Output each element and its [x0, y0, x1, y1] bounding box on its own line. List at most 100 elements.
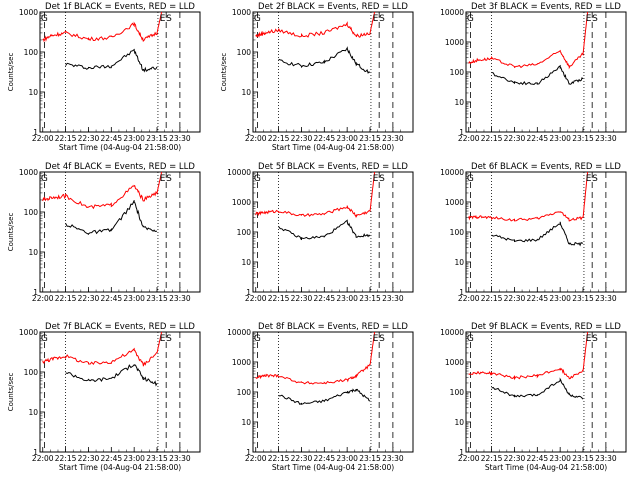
- x-axis-label: Start Time (04-Aug-04 21:58:00): [272, 463, 394, 472]
- y-tick-label: 1: [459, 128, 464, 137]
- x-tick-label: 23:15: [359, 454, 381, 463]
- y-tick-label: 1: [246, 288, 251, 297]
- plot-frame: [39, 171, 201, 293]
- y-tick-label: 10000: [440, 328, 464, 337]
- annotation-label: E: [586, 334, 592, 344]
- x-tick-label: 22:15: [268, 134, 290, 143]
- annotation-label: G: [254, 174, 261, 184]
- x-tick-label: 22:45: [527, 134, 549, 143]
- x-axis-label: Start Time (04-Aug-04 21:58:00): [485, 463, 607, 472]
- lld-series-line: [468, 11, 589, 70]
- y-tick-label: 1000: [232, 198, 251, 207]
- y-tick-label: 100: [450, 388, 465, 397]
- y-tick-label: 100: [24, 208, 39, 217]
- x-tick-label: 22:30: [504, 454, 526, 463]
- lld-series-line: [468, 171, 589, 222]
- lld-series-line: [42, 331, 163, 367]
- chart-title: Det 8f BLACK = Events, RED = LLD: [258, 322, 408, 332]
- chart-panel: Det 9f BLACK = Events, RED = LLD 1 10 100 10…: [440, 322, 627, 472]
- x-tick-label: 23:00: [549, 134, 571, 143]
- annotation-label: S: [592, 334, 598, 344]
- x-tick-label: 22:15: [268, 294, 290, 303]
- x-tick-label: 22:00: [32, 454, 54, 463]
- chart-title: Det 7f BLACK = Events, RED = LLD: [45, 322, 195, 332]
- annotation-label: S: [592, 14, 598, 24]
- x-tick-label: 22:00: [245, 134, 267, 143]
- chart-title: Det 2f BLACK = Events, RED = LLD: [258, 2, 408, 12]
- events-series-line: [278, 388, 371, 405]
- x-tick-label: 23:30: [595, 454, 617, 463]
- y-tick-label: 100: [24, 48, 39, 57]
- events-series-line: [491, 377, 584, 400]
- y-axis-label: Counts/sec: [7, 373, 15, 412]
- x-tick-label: 23:00: [549, 454, 571, 463]
- x-tick-label: 22:30: [291, 454, 313, 463]
- annotation-label: S: [379, 174, 385, 184]
- x-axis-label: Start Time (04-Aug-04 21:58:00): [272, 143, 394, 152]
- y-tick-label: 10: [454, 258, 464, 267]
- y-tick-label: 1000: [232, 8, 251, 17]
- y-tick-label: 100: [237, 388, 252, 397]
- plot-frame: [39, 11, 201, 133]
- y-axis-label: Counts/sec: [7, 213, 15, 252]
- y-tick-label: 10: [241, 418, 251, 427]
- x-tick-label: 22:15: [481, 294, 503, 303]
- y-tick-label: 10: [454, 98, 464, 107]
- x-tick-label: 23:00: [123, 294, 145, 303]
- lld-series-line: [255, 171, 376, 219]
- x-tick-label: 22:15: [55, 294, 77, 303]
- annotation-label: G: [254, 334, 261, 344]
- lld-series-line: [255, 331, 376, 385]
- x-axis-label: Start Time (04-Aug-04 21:58:00): [59, 143, 181, 152]
- plot-frame: [39, 331, 201, 453]
- x-tick-label: 23:15: [572, 454, 594, 463]
- annotation-label: S: [379, 14, 385, 24]
- x-tick-label: 22:45: [101, 134, 123, 143]
- y-tick-label: 10: [241, 88, 251, 97]
- events-series-line: [491, 64, 584, 86]
- x-tick-label: 23:00: [336, 294, 358, 303]
- x-tick-label: 22:45: [527, 454, 549, 463]
- y-tick-label: 1000: [445, 358, 464, 367]
- x-tick-label: 23:30: [382, 454, 404, 463]
- y-tick-label: 1000: [19, 168, 38, 177]
- y-tick-label: 1: [33, 288, 38, 297]
- annotation-label: E: [160, 174, 166, 184]
- chart-panel: Det 2f BLACK = Events, RED = LLD 1 10 100 10…: [220, 2, 414, 152]
- y-tick-label: 10000: [440, 168, 464, 177]
- annotation-label: G: [467, 334, 474, 344]
- annotation-label: S: [379, 334, 385, 344]
- x-tick-label: 23:15: [359, 134, 381, 143]
- annotation-label: G: [254, 14, 261, 24]
- y-tick-label: 10000: [227, 168, 251, 177]
- annotation-label: E: [160, 14, 166, 24]
- annotation-label: G: [467, 174, 474, 184]
- y-tick-label: 10000: [227, 328, 251, 337]
- x-tick-label: 22:30: [78, 454, 100, 463]
- y-axis-label: Counts/sec: [7, 53, 15, 92]
- y-tick-label: 100: [450, 68, 465, 77]
- chart-title: Det 4f BLACK = Events, RED = LLD: [45, 162, 195, 172]
- x-tick-label: 23:00: [123, 454, 145, 463]
- plot-frame: [252, 331, 414, 453]
- x-tick-label: 23:30: [382, 134, 404, 143]
- chart-panel: Det 3f BLACK = Events, RED = LLD 1 10 100 10…: [440, 2, 627, 143]
- y-tick-label: 10: [241, 258, 251, 267]
- x-tick-label: 22:45: [527, 294, 549, 303]
- chart-panel: Det 6f BLACK = Events, RED = LLD 1 10 100 10…: [440, 162, 627, 303]
- events-series-line: [278, 46, 371, 74]
- chart-panel: Det 5f BLACK = Events, RED = LLD 1 10 100 10…: [227, 162, 414, 303]
- x-tick-label: 23:30: [169, 454, 191, 463]
- chart-panel: Det 4f BLACK = Events, RED = LLD 1 10 100 10…: [7, 162, 201, 303]
- x-tick-label: 22:15: [268, 454, 290, 463]
- annotation-label: E: [586, 14, 592, 24]
- x-tick-label: 23:30: [169, 134, 191, 143]
- lld-series-line: [468, 331, 589, 381]
- x-tick-label: 22:45: [101, 454, 123, 463]
- y-tick-label: 10000: [440, 8, 464, 17]
- chart-title: Det 9f BLACK = Events, RED = LLD: [471, 322, 621, 332]
- x-tick-label: 22:30: [504, 134, 526, 143]
- y-tick-label: 1000: [232, 358, 251, 367]
- x-tick-label: 22:00: [458, 294, 480, 303]
